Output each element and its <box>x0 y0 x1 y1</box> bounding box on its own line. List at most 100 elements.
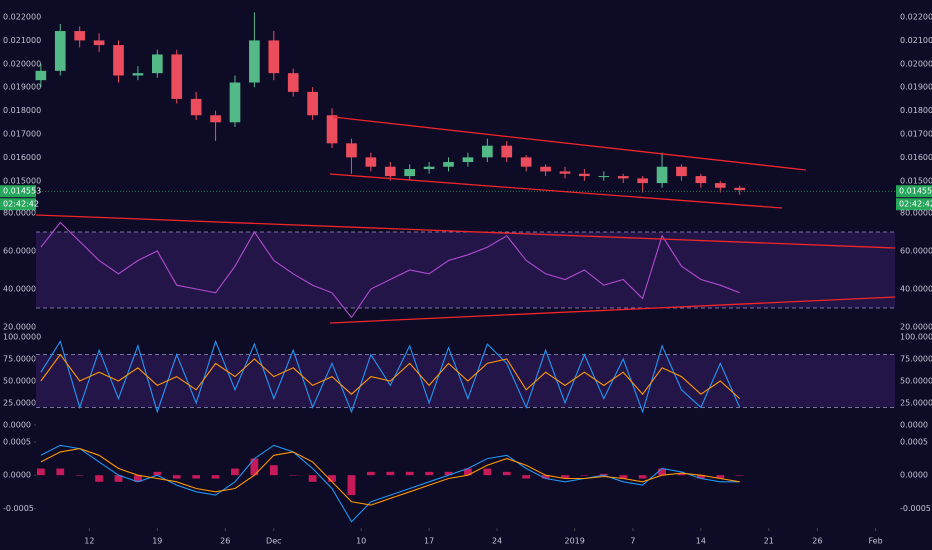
x-tick-label: 19 <box>152 537 162 546</box>
last-price-box-left <box>0 185 36 198</box>
y-tick-label-left: 50.0000 <box>3 377 36 386</box>
histogram-bar <box>716 475 725 479</box>
rsi-trend-bottom <box>329 296 896 324</box>
y-tick-label-left: 75.0000 <box>3 355 36 364</box>
histogram-bar <box>153 471 162 476</box>
candle-body <box>695 176 707 184</box>
candle-body <box>482 145 493 158</box>
histogram-bar <box>134 475 142 482</box>
y-tick-label-right: 20.0000 <box>900 322 932 331</box>
candle-body <box>734 187 746 191</box>
y-tick-label-left: 0.018000 <box>3 106 41 115</box>
candle-body <box>598 176 610 178</box>
countdown-label-left: 02:42:42 <box>3 200 39 209</box>
x-tick-label: 14 <box>696 537 706 546</box>
trendlines <box>35 116 896 324</box>
candle-body <box>559 171 571 174</box>
candle-body <box>423 166 435 170</box>
candle-body <box>54 31 66 71</box>
candle-body <box>190 98 202 116</box>
candle-body <box>93 40 105 46</box>
x-tick-label: 26 <box>812 537 822 546</box>
y-tick-label-left: 25.0000 <box>3 398 36 407</box>
y-tick-label-right: 40.0000 <box>900 284 932 293</box>
y-tick-label-right: 0.021000 <box>900 36 932 45</box>
y-tick-label-right: 0.0005 <box>900 437 928 446</box>
histogram-bar <box>405 471 414 476</box>
y-tick-label-left: 0.022000 <box>3 13 41 22</box>
y-tick-label-right: 25.0000 <box>900 398 932 407</box>
y-tick-label-right: 0.017000 <box>900 129 932 138</box>
band-fill <box>36 354 895 408</box>
y-tick-label-left: 0.021000 <box>3 36 41 45</box>
y-tick-label-left: 100.0000 <box>3 333 41 342</box>
candle-body <box>404 169 416 177</box>
x-tick-label: 10 <box>356 537 366 546</box>
histogram-bar <box>580 475 589 476</box>
histogram-bar <box>114 475 123 482</box>
histogram-bar <box>638 475 647 479</box>
y-tick-label-right: 0.020000 <box>900 59 932 68</box>
y-tick-label-right: 0.018000 <box>900 106 932 115</box>
candle-body <box>268 40 280 74</box>
y-tick-label-right: 0.016000 <box>900 153 932 162</box>
y-tick-label-left: 0.016000 <box>3 153 41 162</box>
y-tick-label-right: 0.0000 <box>900 471 928 480</box>
histogram-bar <box>366 471 375 476</box>
histogram-bar <box>541 475 550 479</box>
y-tick-label-left: 0.0000 <box>3 471 31 480</box>
channel-bottom <box>329 173 783 209</box>
countdown-box-right <box>896 198 932 211</box>
y-tick-label-left: -0.0005 <box>3 504 34 513</box>
y-tick-label-right: 0.015000 <box>900 176 932 185</box>
histogram-bar <box>36 468 45 476</box>
candle-body <box>462 157 474 163</box>
candle-body <box>365 157 377 167</box>
histogram-bar <box>677 473 686 476</box>
y-tick-label-left: 0.020000 <box>3 59 41 68</box>
candle-body <box>229 82 241 123</box>
y-tick-label-right: 60.0000 <box>900 247 932 256</box>
y-tick-label-right: 50.0000 <box>900 377 932 386</box>
y-tick-label-left: 0.0000 <box>3 420 31 429</box>
candle-body <box>443 162 454 167</box>
candle-body <box>714 183 726 188</box>
candle-body <box>501 145 513 158</box>
candle-body <box>617 176 629 179</box>
candle-body <box>151 54 163 74</box>
histogram-bar <box>522 475 531 479</box>
histogram-bar <box>56 468 65 476</box>
candle-body <box>326 115 338 144</box>
candle-body <box>384 166 396 177</box>
y-tick-label-left: 60.0000 <box>3 247 36 256</box>
candle-body <box>307 91 318 116</box>
series-line <box>40 353 741 400</box>
candle-body <box>637 178 648 184</box>
y-tick-label-left: 40.0000 <box>3 284 36 293</box>
x-tick-label: 21 <box>764 537 774 546</box>
histogram-bar <box>308 475 317 482</box>
histogram-bar <box>231 468 239 476</box>
histogram-bar <box>250 458 259 476</box>
histogram-bar <box>464 468 472 476</box>
last-price-label-left: 0.014553 <box>3 187 41 196</box>
y-tick-label-right: 100.0000 <box>900 333 932 342</box>
y-tick-label-left: 0.017000 <box>3 129 41 138</box>
candle-body <box>287 73 299 92</box>
x-tick-label: 2019 <box>565 537 585 546</box>
histogram-bar <box>289 475 298 476</box>
series-line <box>40 448 740 506</box>
candle-body <box>171 54 183 99</box>
last-price-label-right: 0.014553 <box>899 187 932 196</box>
x-tick-label: 17 <box>424 537 434 546</box>
countdown-label-right: 02:42:42 <box>899 200 932 209</box>
candle-body <box>579 173 590 177</box>
candle-body <box>520 157 532 167</box>
histogram-bar <box>619 475 628 479</box>
channel-top <box>332 116 807 171</box>
y-tick-label-left: 80.0000 <box>3 209 36 218</box>
countdown-box-left <box>0 198 36 211</box>
y-tick-label-right: 80.0000 <box>900 209 932 218</box>
histogram-bar <box>735 475 744 476</box>
histogram-bar <box>658 468 666 476</box>
